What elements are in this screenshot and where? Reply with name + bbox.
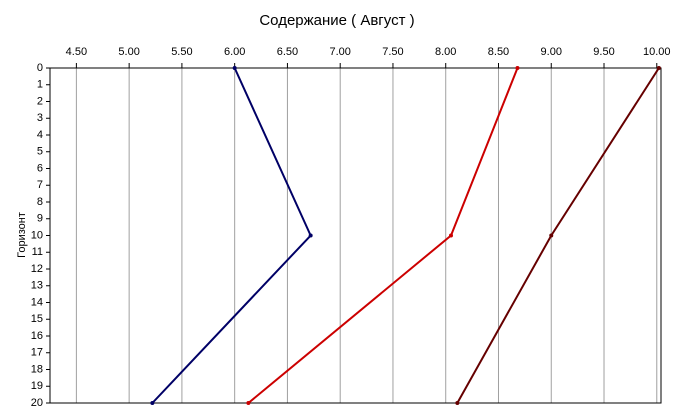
plot-frame bbox=[49, 67, 662, 404]
x-tick-label: 9.00 bbox=[541, 46, 562, 58]
x-tick-label: 5.50 bbox=[171, 46, 192, 58]
x-tick-label: 8.50 bbox=[488, 46, 509, 58]
y-tick-label: 14 bbox=[31, 296, 43, 308]
point bbox=[455, 401, 460, 405]
y-tick-label: 11 bbox=[32, 246, 43, 258]
y-tick-label: 6 bbox=[37, 162, 43, 174]
x-tick-label: 7.50 bbox=[382, 46, 403, 58]
y-tick-label: 12 bbox=[31, 263, 43, 275]
y-tick-label: 10 bbox=[31, 229, 43, 241]
series-line bbox=[151, 67, 312, 404]
y-tick-label: 3 bbox=[37, 112, 43, 124]
point bbox=[549, 233, 554, 238]
x-tick-label: 6.00 bbox=[224, 46, 245, 58]
y-axis-label: Горизонт bbox=[16, 212, 28, 258]
y-tick-label: 13 bbox=[31, 280, 43, 292]
y-tick-label: 4 bbox=[37, 129, 43, 141]
chart-title: Содержание ( Август ) bbox=[259, 12, 414, 29]
y-tick-label: 19 bbox=[31, 380, 43, 392]
point bbox=[150, 401, 155, 405]
y-tick-label: 20 bbox=[31, 397, 43, 409]
series-line bbox=[456, 67, 660, 404]
point bbox=[449, 233, 454, 238]
y-tick-label: 17 bbox=[31, 347, 43, 359]
y-tick-label: 7 bbox=[37, 179, 43, 191]
x-tick-label: 4.50 bbox=[66, 46, 87, 58]
x-tick-label: 8.00 bbox=[435, 46, 456, 58]
point bbox=[656, 66, 661, 70]
x-tick-label: 7.00 bbox=[329, 46, 350, 58]
y-tick-label: 0 bbox=[37, 62, 43, 74]
y-tick-label: 1 bbox=[37, 79, 43, 91]
point bbox=[308, 233, 313, 238]
point bbox=[246, 401, 251, 405]
x-tick-label: 5.00 bbox=[118, 46, 139, 58]
x-tick-label: 10.00 bbox=[643, 46, 671, 58]
y-tick-label: 5 bbox=[37, 146, 43, 158]
point bbox=[515, 66, 520, 70]
series-line bbox=[247, 67, 519, 404]
y-tick-label: 9 bbox=[37, 213, 43, 225]
y-tick-label: 15 bbox=[31, 313, 43, 325]
y-tick-label: 8 bbox=[37, 196, 43, 208]
x-tick-label: 9.50 bbox=[593, 46, 614, 58]
y-tick-label: 18 bbox=[31, 363, 43, 375]
y-tick-label: 16 bbox=[31, 330, 43, 342]
point bbox=[232, 66, 237, 70]
x-tick-label: 6.50 bbox=[277, 46, 298, 58]
y-tick-label: 2 bbox=[37, 95, 43, 107]
